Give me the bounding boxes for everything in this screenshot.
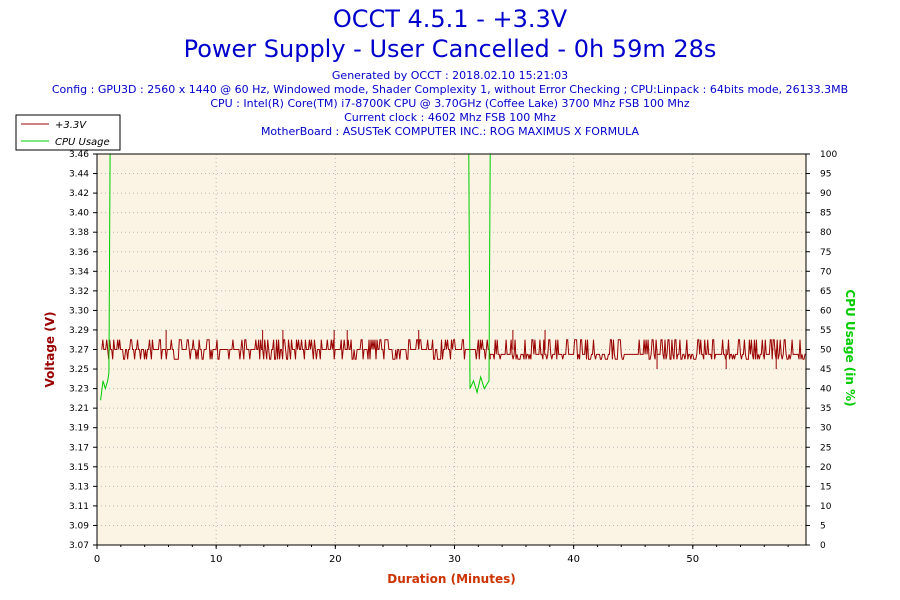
- y-tick-label: 3.42: [69, 189, 89, 199]
- y-tick-label: 3.09: [69, 521, 89, 531]
- y2-tick-label: 85: [820, 209, 831, 219]
- y2-tick-label: 30: [820, 424, 832, 434]
- series-voltage-line: [101, 339, 806, 360]
- y-tick-label: 3.29: [69, 326, 89, 336]
- plot-border: [96, 153, 807, 546]
- y-tick-label: 3.36: [69, 248, 89, 258]
- y2-tick-label: 35: [820, 404, 831, 414]
- y-tick-label: 3.23: [69, 385, 89, 395]
- y-tick-label: 3.15: [69, 463, 89, 473]
- legend-label-cpu: CPU Usage: [55, 137, 110, 148]
- info-motherboard: MotherBoard : ASUSTeK COMPUTER INC.: ROG…: [260, 125, 640, 138]
- legend-label-voltage: +3.3V: [55, 120, 87, 131]
- info-config: Config : GPU3D : 2560 x 1440 @ 60 Hz, Wi…: [51, 83, 849, 96]
- info-generated: Generated by OCCT : 2018.02.10 15:21:03: [331, 69, 569, 82]
- y2-tick-label: 90: [820, 189, 832, 199]
- x-axis-title: Duration (Minutes): [387, 572, 515, 586]
- y2-tick-label: 100: [820, 150, 837, 160]
- y2-tick-label: 75: [820, 248, 831, 258]
- x-tick-label: 40: [567, 554, 580, 565]
- series-cpu-usage-line: [100, 153, 806, 401]
- y-tick-label: 3.17: [69, 443, 89, 453]
- x-tick-label: 30: [448, 554, 461, 565]
- y2-axis-title: CPU Usage (in %): [843, 289, 857, 406]
- y2-tick-label: 20: [820, 463, 832, 473]
- y-tick-label: 3.19: [69, 424, 89, 434]
- y-tick-label: 3.07: [69, 541, 89, 551]
- y-tick-label: 3.13: [69, 482, 89, 492]
- y2-tick-label: 80: [820, 228, 832, 238]
- y-tick-label: 3.46: [69, 150, 89, 160]
- y2-tick-label: 45: [820, 365, 831, 375]
- y2-tick-label: 40: [820, 385, 832, 395]
- x-tick-label: 0: [94, 554, 100, 565]
- y2-tick-label: 50: [820, 346, 832, 356]
- x-tick-label: 10: [210, 554, 223, 565]
- y2-tick-label: 65: [820, 287, 831, 297]
- y-tick-label: 3.21: [69, 404, 89, 414]
- chart-title: OCCT 4.5.1 - +3.3V: [332, 5, 568, 33]
- legend-box: [15, 114, 121, 151]
- y-tick-label: 3.38: [69, 228, 89, 238]
- y-tick-label: 3.30: [69, 306, 89, 316]
- y2-tick-label: 60: [820, 306, 832, 316]
- info-cpu: CPU : Intel(R) Core(TM) i7-8700K CPU @ 3…: [210, 97, 690, 110]
- info-current-clock: Current clock : 4602 Mhz FSB 100 Mhz: [344, 111, 556, 124]
- y-tick-label: 3.25: [69, 365, 89, 375]
- y-tick-label: 3.32: [69, 287, 89, 297]
- y-tick-label: 3.11: [69, 502, 89, 512]
- y2-tick-label: 25: [820, 443, 831, 453]
- chart-subtitle: Power Supply - User Cancelled - 0h 59m 2…: [183, 35, 717, 63]
- y-tick-label: 3.27: [69, 346, 89, 356]
- y2-tick-label: 10: [820, 502, 832, 512]
- x-tick-label: 50: [686, 554, 699, 565]
- y-tick-label: 3.34: [69, 267, 89, 277]
- y2-tick-label: 15: [820, 482, 831, 492]
- y-tick-label: 3.44: [69, 170, 89, 180]
- y-tick-label: 3.40: [69, 209, 89, 219]
- y-axis-title: Voltage (V): [43, 312, 57, 388]
- y2-tick-label: 70: [820, 267, 832, 277]
- y2-tick-label: 0: [820, 541, 826, 551]
- x-tick-label: 20: [329, 554, 342, 565]
- y2-tick-label: 5: [820, 521, 826, 531]
- y2-tick-label: 95: [820, 170, 831, 180]
- y2-tick-label: 55: [820, 326, 831, 336]
